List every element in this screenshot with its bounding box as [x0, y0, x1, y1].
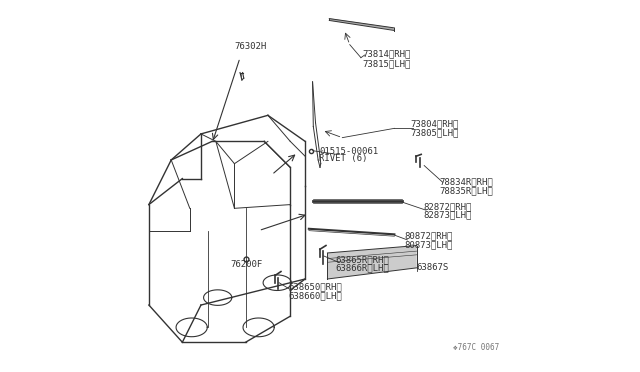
Text: 63866R〈LH〉: 63866R〈LH〉	[335, 263, 388, 272]
Polygon shape	[330, 19, 394, 30]
Text: 76302H: 76302H	[234, 42, 267, 51]
Text: RIVET (6): RIVET (6)	[319, 154, 367, 163]
Text: ❖767C 0067: ❖767C 0067	[453, 343, 499, 352]
Text: 82872〈RH〉: 82872〈RH〉	[424, 202, 472, 211]
Text: 82873〈LH〉: 82873〈LH〉	[424, 211, 472, 219]
Text: 638660〈LH〉: 638660〈LH〉	[289, 291, 342, 300]
Text: 638650〈RH〉: 638650〈RH〉	[289, 283, 342, 292]
Text: 63867S: 63867S	[416, 263, 448, 272]
Text: 73815〈LH〉: 73815〈LH〉	[363, 60, 411, 68]
Text: 78834R〈RH〉: 78834R〈RH〉	[439, 177, 493, 186]
Text: 80873〈LH〉: 80873〈LH〉	[405, 240, 453, 249]
Polygon shape	[328, 246, 417, 279]
Text: 73814〈RH〉: 73814〈RH〉	[363, 49, 411, 58]
Text: 01515-00061: 01515-00061	[319, 147, 378, 156]
Text: 73804〈RH〉: 73804〈RH〉	[410, 119, 458, 128]
Text: 80872〈RH〉: 80872〈RH〉	[405, 232, 453, 241]
Text: 73805〈LH〉: 73805〈LH〉	[410, 129, 458, 138]
Text: 76200F: 76200F	[231, 260, 263, 269]
Text: 78835R〈LH〉: 78835R〈LH〉	[439, 186, 493, 195]
Text: 63865R〈RH〉: 63865R〈RH〉	[335, 255, 388, 264]
